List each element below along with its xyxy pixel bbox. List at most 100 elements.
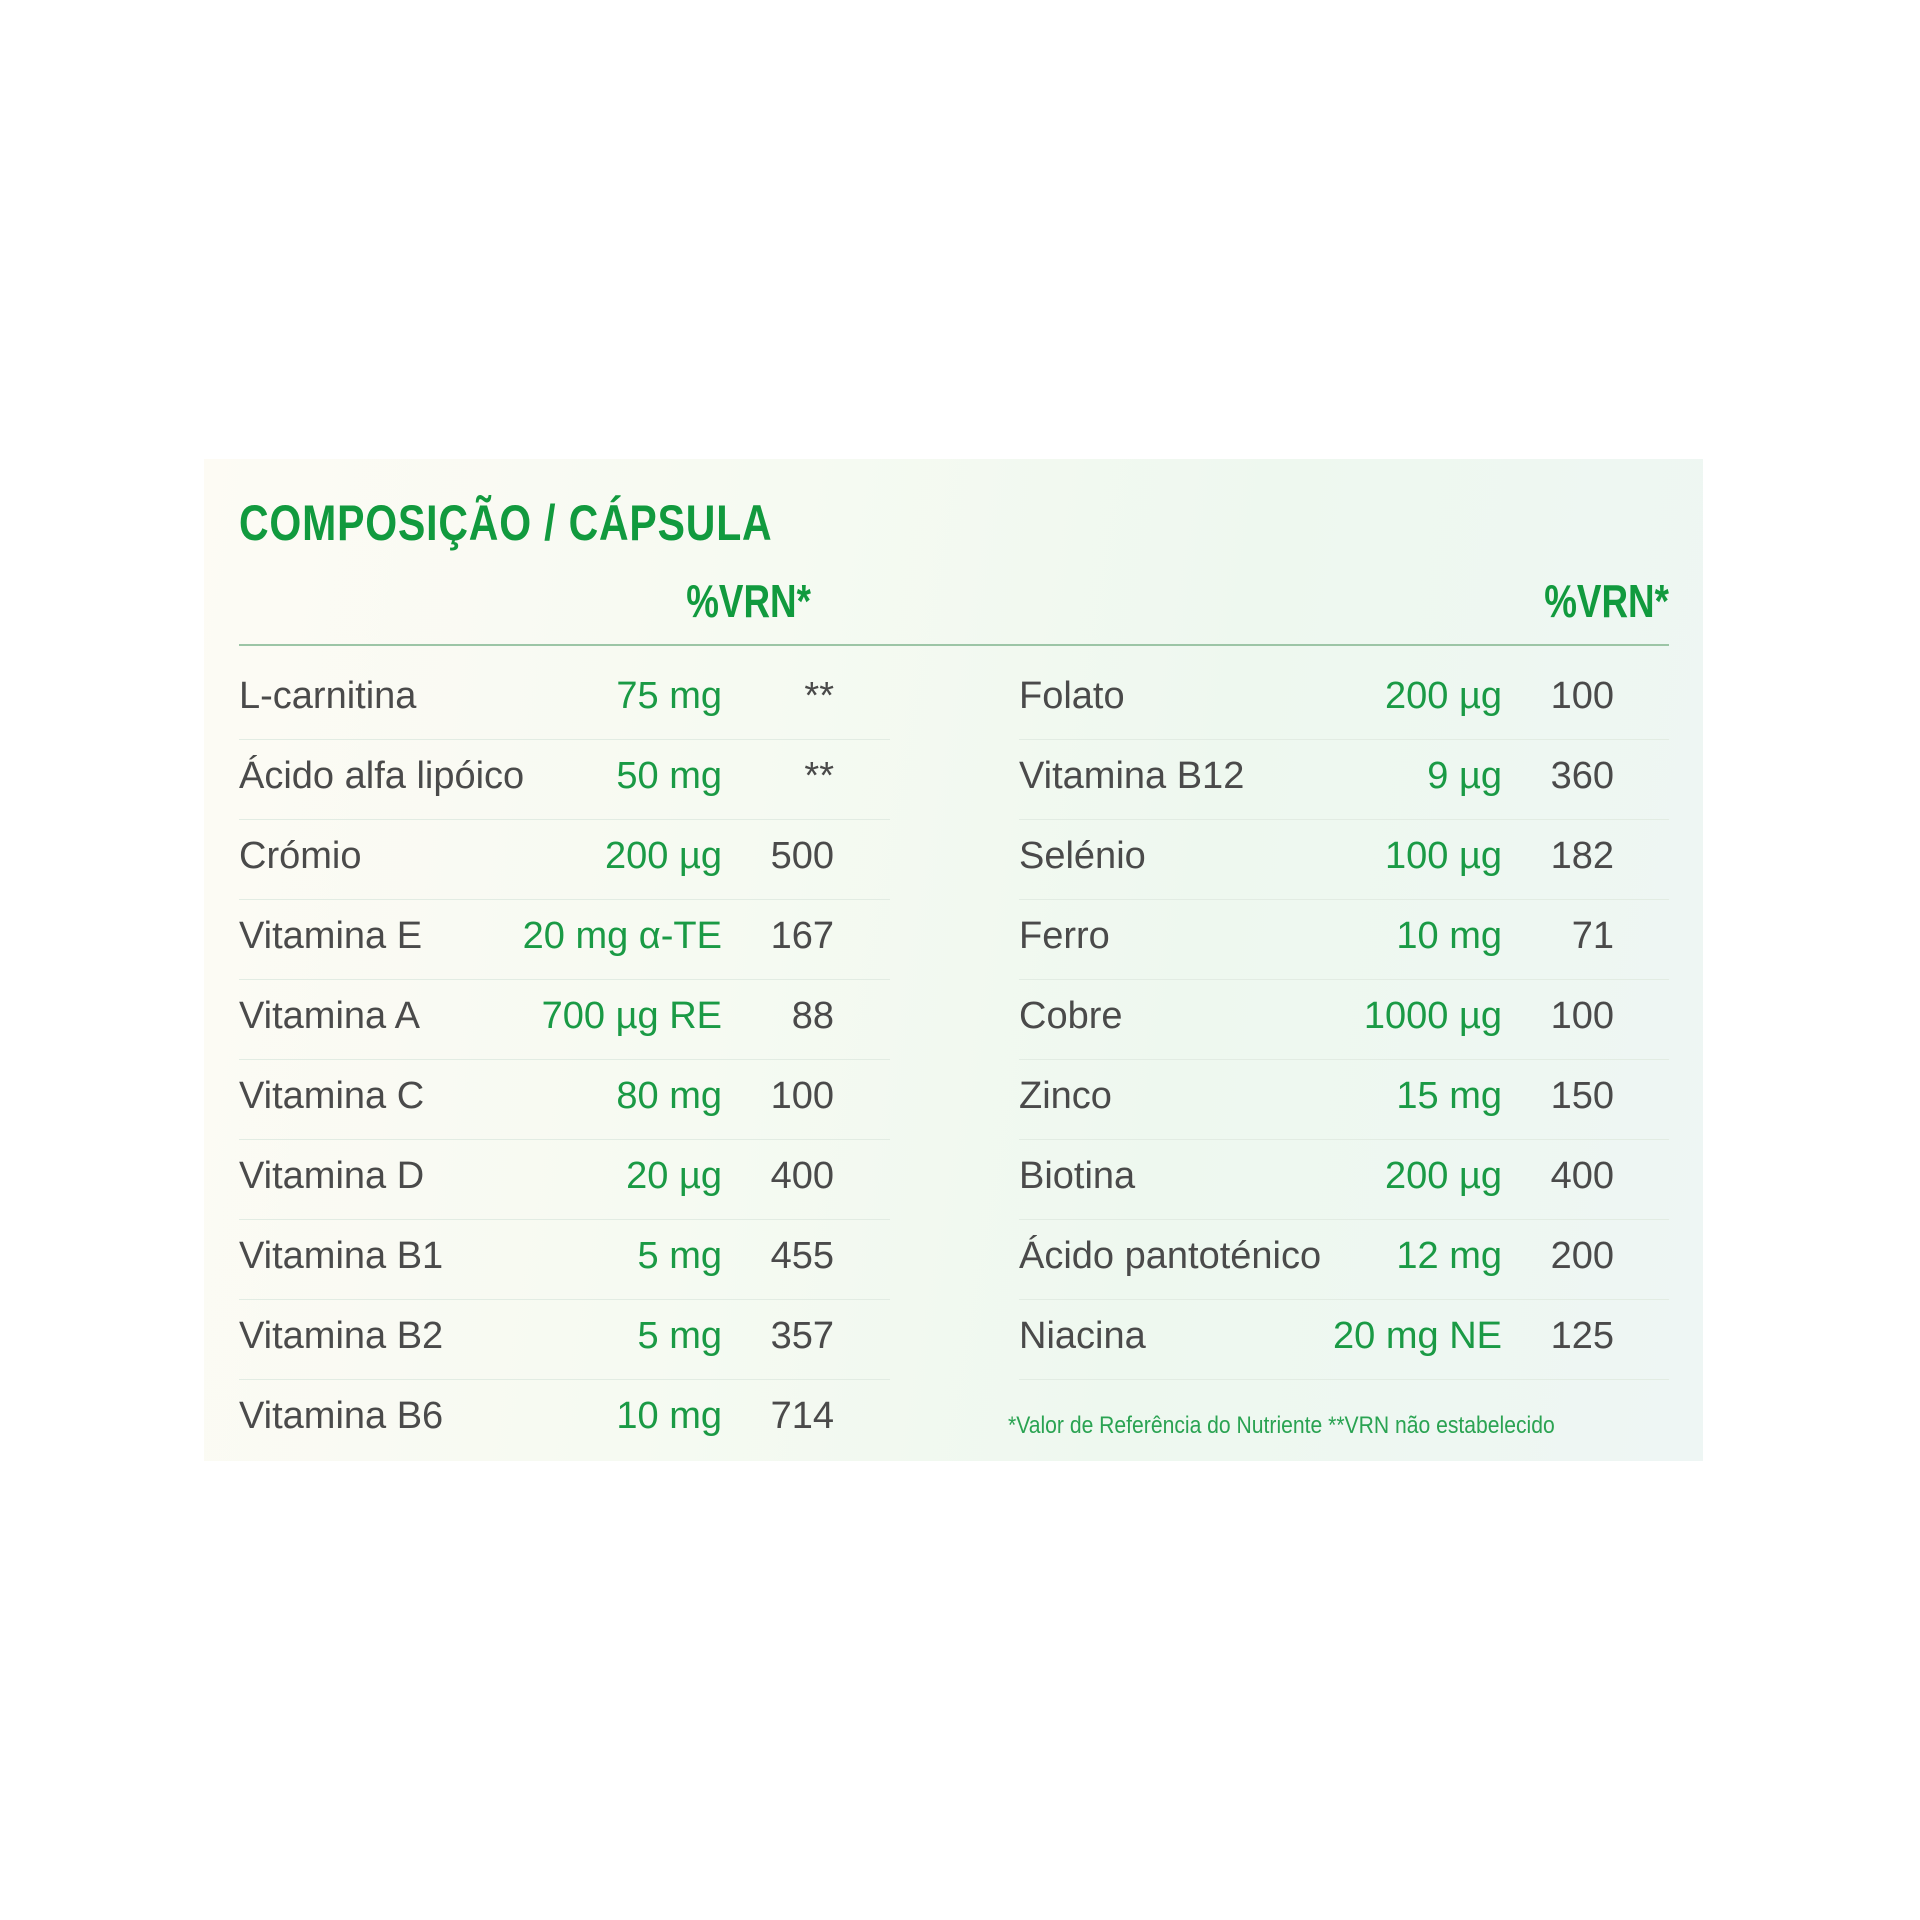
table-row: Vitamina E 20 mg α-TE 167 xyxy=(239,900,890,980)
nutrient-name: Crómio xyxy=(239,835,362,877)
row-divider xyxy=(1019,819,1669,820)
nutrient-vrn: ** xyxy=(804,675,834,717)
nutrient-vrn: 360 xyxy=(1550,755,1614,797)
nutrient-name: Vitamina C xyxy=(239,1075,425,1117)
nutrient-amount: 5 mg xyxy=(637,1235,722,1277)
table-row: Ácido alfa lipóico 50 mg ** xyxy=(239,740,890,820)
table-row: Vitamina B1 5 mg 455 xyxy=(239,1220,890,1300)
row-divider xyxy=(239,899,890,900)
nutrient-amount: 200 µg xyxy=(1385,1155,1502,1197)
nutrient-name: Vitamina E xyxy=(239,915,423,957)
nutrient-amount: 200 µg xyxy=(605,835,722,877)
nutrient-name: Ácido alfa lipóico xyxy=(239,755,525,797)
nutrient-name: Selénio xyxy=(1019,835,1146,877)
nutrient-name: Ácido pantoténico xyxy=(1019,1235,1322,1277)
nutrient-vrn: 167 xyxy=(770,915,834,957)
nutrient-vrn: ** xyxy=(804,755,834,797)
nutrient-amount: 10 mg xyxy=(616,1395,722,1437)
nutrient-name: Vitamina B6 xyxy=(239,1395,444,1437)
header-divider xyxy=(239,644,1669,646)
nutrient-vrn: 400 xyxy=(770,1155,834,1197)
nutrient-vrn: 400 xyxy=(1550,1155,1614,1197)
row-divider xyxy=(1019,1219,1669,1220)
vrn-header-left: %VRN* xyxy=(686,575,811,627)
table-row: Vitamina B2 5 mg 357 xyxy=(239,1300,890,1380)
nutrient-amount: 80 mg xyxy=(616,1075,722,1117)
nutrient-name: Vitamina B1 xyxy=(239,1235,444,1277)
row-divider xyxy=(1019,1139,1669,1140)
nutrient-vrn: 182 xyxy=(1550,835,1614,877)
table-row: Folato 200 µg 100 xyxy=(1019,660,1669,740)
nutrient-amount: 20 mg NE xyxy=(1333,1315,1502,1357)
nutrient-amount: 10 mg xyxy=(1396,915,1502,957)
nutrient-name: Cobre xyxy=(1019,995,1123,1037)
nutrient-vrn: 357 xyxy=(770,1315,834,1357)
row-divider xyxy=(1019,739,1669,740)
nutrient-amount: 20 µg xyxy=(626,1155,722,1197)
nutrient-name: Folato xyxy=(1019,675,1125,717)
nutrient-vrn: 150 xyxy=(1550,1075,1614,1117)
nutrient-vrn: 71 xyxy=(1571,915,1614,957)
nutrient-name: Niacina xyxy=(1019,1315,1146,1357)
row-divider xyxy=(1019,1379,1669,1380)
table-row: Ácido pantoténico 12 mg 200 xyxy=(1019,1220,1669,1300)
row-divider xyxy=(239,1379,890,1380)
footnote: *Valor de Referência do Nutriente **VRN … xyxy=(1008,1412,1555,1439)
row-divider xyxy=(1019,1059,1669,1060)
nutrient-name: Zinco xyxy=(1019,1075,1112,1117)
table-row: Vitamina D 20 µg 400 xyxy=(239,1140,890,1220)
nutrient-amount: 12 mg xyxy=(1396,1235,1502,1277)
table-row: Ferro 10 mg 71 xyxy=(1019,900,1669,980)
nutrient-vrn: 100 xyxy=(1550,995,1614,1037)
row-divider xyxy=(239,1059,890,1060)
row-divider xyxy=(239,1139,890,1140)
nutrient-amount: 9 µg xyxy=(1427,755,1502,797)
vrn-header-right: %VRN* xyxy=(1544,575,1669,627)
nutrient-amount: 75 mg xyxy=(616,675,722,717)
table-row: Selénio 100 µg 182 xyxy=(1019,820,1669,900)
nutrient-name: Ferro xyxy=(1019,915,1110,957)
table-row: Vitamina A 700 µg RE 88 xyxy=(239,980,890,1060)
nutrient-vrn: 500 xyxy=(770,835,834,877)
row-divider xyxy=(239,739,890,740)
table-row: Vitamina C 80 mg 100 xyxy=(239,1060,890,1140)
nutrient-amount: 50 mg xyxy=(616,755,722,797)
nutrient-vrn: 200 xyxy=(1550,1235,1614,1277)
nutrient-vrn: 100 xyxy=(770,1075,834,1117)
nutrient-name: Vitamina A xyxy=(239,995,420,1037)
row-divider xyxy=(1019,1299,1669,1300)
row-divider xyxy=(1019,899,1669,900)
table-row: Crómio 200 µg 500 xyxy=(239,820,890,900)
nutrient-name: Biotina xyxy=(1019,1155,1136,1197)
nutrient-vrn: 88 xyxy=(791,995,834,1037)
nutrient-vrn: 100 xyxy=(1550,675,1614,717)
page-title: COMPOSIÇÃO / CÁPSULA xyxy=(239,495,773,551)
row-divider xyxy=(239,819,890,820)
table-row: Vitamina B6 10 mg 714 xyxy=(239,1380,890,1460)
row-divider xyxy=(239,1219,890,1220)
row-divider xyxy=(239,979,890,980)
table-row: Cobre 1000 µg 100 xyxy=(1019,980,1669,1060)
table-row: Niacina 20 mg NE 125 xyxy=(1019,1300,1669,1380)
row-divider xyxy=(239,1299,890,1300)
table-row: Zinco 15 mg 150 xyxy=(1019,1060,1669,1140)
nutrient-name: Vitamina D xyxy=(239,1155,425,1197)
nutrient-vrn: 714 xyxy=(770,1395,834,1437)
table-row: Vitamina B12 9 µg 360 xyxy=(1019,740,1669,820)
nutrient-amount: 5 mg xyxy=(637,1315,722,1357)
nutrient-amount: 15 mg xyxy=(1396,1075,1502,1117)
nutrient-amount: 20 mg α-TE xyxy=(522,915,722,957)
row-divider xyxy=(1019,979,1669,980)
nutrient-amount: 100 µg xyxy=(1385,835,1502,877)
nutrient-name: Vitamina B12 xyxy=(1019,755,1245,797)
nutrient-vrn: 125 xyxy=(1550,1315,1614,1357)
nutrient-vrn: 455 xyxy=(770,1235,834,1277)
composition-card xyxy=(204,459,1703,1461)
nutrient-amount: 200 µg xyxy=(1385,675,1502,717)
nutrient-amount: 1000 µg xyxy=(1363,995,1502,1037)
table-row: L-carnitina 75 mg ** xyxy=(239,660,890,740)
nutrient-amount: 700 µg RE xyxy=(541,995,722,1037)
nutrient-name: Vitamina B2 xyxy=(239,1315,444,1357)
table-row: Biotina 200 µg 400 xyxy=(1019,1140,1669,1220)
nutrient-name: L-carnitina xyxy=(239,675,417,717)
